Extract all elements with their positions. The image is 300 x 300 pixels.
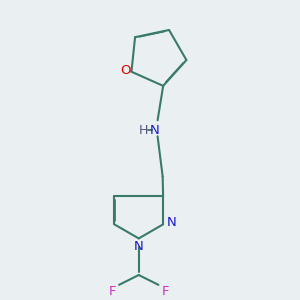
Text: N: N [149,124,159,136]
Text: H: H [139,124,148,136]
Text: F: F [108,285,116,298]
Text: N: N [134,240,144,253]
Text: N: N [167,217,177,230]
Text: F: F [162,285,169,298]
Text: O: O [120,64,130,77]
